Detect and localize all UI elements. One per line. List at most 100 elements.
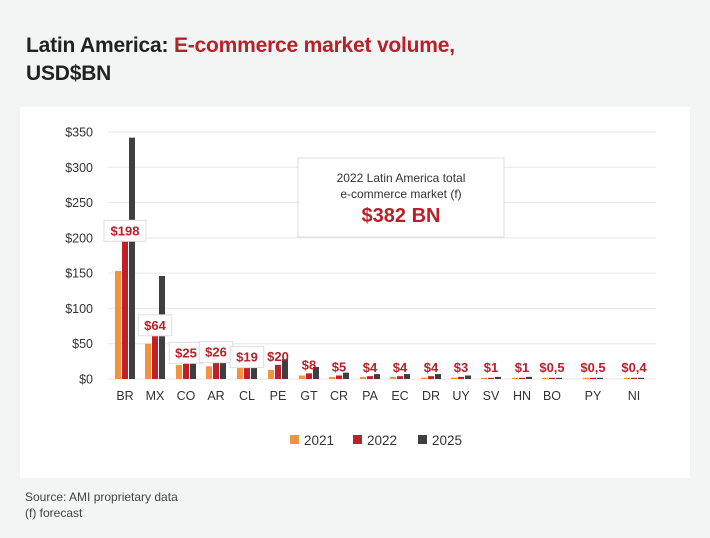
- bar-bo-2022: [549, 377, 555, 379]
- bar-uy-2021: [451, 377, 457, 379]
- legend-swatch-2021: [290, 435, 299, 444]
- bar-bo-2021: [542, 377, 548, 379]
- bar-dr-2021: [421, 377, 427, 379]
- bar-mx-2021: [145, 343, 151, 379]
- x-tick-label: CR: [330, 389, 348, 403]
- data-label: $3: [454, 360, 468, 375]
- title-prefix: Latin America:: [26, 34, 174, 57]
- callout-box: [297, 157, 505, 238]
- legend: 2021 2022 2025: [290, 433, 462, 448]
- chart-title: Latin America: E-commerce market volume,…: [26, 32, 455, 88]
- y-axis: $0 $50 $100 $150 $200 $250 $300 $350: [65, 126, 93, 387]
- bar-gt-2022: [306, 373, 312, 379]
- bar-uy-2022: [458, 376, 464, 379]
- data-label: $8: [302, 357, 316, 372]
- bar-ar-2021: [206, 366, 212, 379]
- x-tick-label: GT: [300, 389, 318, 403]
- data-label: $4: [363, 360, 378, 375]
- callout-value: $382 BN: [362, 205, 441, 227]
- y-tick-label: $250: [65, 196, 93, 210]
- data-label: $4: [424, 360, 439, 375]
- x-tick-label: BR: [116, 389, 133, 403]
- bar-pe-2022: [275, 364, 281, 379]
- bar-dr-2025: [435, 374, 441, 379]
- bar-pe-2025: [282, 359, 288, 379]
- total-callout: 2022 Latin America total e-commerce mark…: [297, 157, 505, 238]
- bar-pa-2021: [360, 376, 366, 379]
- bar-sv-2025: [495, 376, 501, 379]
- bar-hn-2021: [512, 377, 518, 379]
- data-label: $5: [332, 359, 346, 374]
- x-tick-label: SV: [483, 389, 500, 403]
- x-tick-label: CL: [239, 389, 255, 403]
- data-label: $20: [267, 349, 289, 364]
- bar-pe-2021: [268, 369, 274, 379]
- source-text: Source: AMI proprietary data: [25, 490, 178, 504]
- x-axis: BR MX CO AR CL PE GT CR PA EC DR UY SV HN BO PY NI: [116, 389, 640, 403]
- x-tick-label: CO: [177, 389, 196, 403]
- bar-hn-2022: [519, 377, 525, 379]
- data-label: $0,5: [539, 360, 564, 375]
- bar-ec-2021: [390, 376, 396, 379]
- bar-hn-2025: [526, 376, 532, 379]
- bar-bo-2025: [556, 377, 562, 379]
- data-labels: $198 $64 $25 $26 $19 $20 $8 $5 $4 $4 $4 $3 $1 $1 $0,5 $…: [103, 219, 647, 375]
- bar-br-2021: [115, 271, 121, 379]
- title-line2: USD$BN: [26, 62, 112, 85]
- legend-label-2022: 2022: [367, 433, 397, 448]
- x-tick-label: NI: [628, 389, 641, 403]
- bar-cr-2022: [336, 375, 342, 379]
- legend-label-2025: 2025: [432, 433, 462, 448]
- data-label: $0,5: [580, 360, 605, 375]
- x-tick-label: AR: [207, 389, 224, 403]
- bar-ni-2025: [638, 377, 644, 379]
- data-label-box: [137, 314, 173, 337]
- bar-gt-2025: [313, 367, 319, 379]
- data-label: $198: [111, 223, 140, 238]
- x-tick-label: HN: [513, 389, 531, 403]
- y-tick-label: $50: [72, 337, 93, 351]
- x-tick-label: MX: [146, 389, 165, 403]
- y-tick-label: $150: [65, 267, 93, 281]
- x-tick-label: PA: [362, 389, 378, 403]
- bar-br-2025: [129, 137, 135, 379]
- bar-pa-2022: [367, 376, 373, 379]
- bar-co-2022: [183, 361, 189, 379]
- callout-line2: e-commerce market (f): [340, 187, 461, 201]
- bar-sv-2021: [481, 377, 487, 379]
- y-tick-label: $0: [79, 373, 93, 387]
- data-label: $1: [515, 360, 529, 375]
- bar-dr-2022: [428, 376, 434, 379]
- callout-line1: 2022 Latin America total: [337, 171, 466, 185]
- bar-sv-2022: [488, 377, 494, 379]
- bar-ni-2022: [631, 377, 637, 379]
- data-label: $64: [144, 318, 166, 333]
- data-label-box: [229, 346, 265, 369]
- bar-py-2025: [597, 377, 603, 379]
- x-tick-label: PY: [585, 389, 602, 403]
- bar-gt-2021: [299, 375, 305, 379]
- bar-cr-2021: [329, 376, 335, 379]
- data-label: $1: [484, 360, 498, 375]
- y-tick-label: $350: [65, 126, 93, 140]
- y-tick-label: $300: [65, 161, 93, 175]
- y-tick-label: $200: [65, 231, 93, 245]
- bar-ec-2022: [397, 376, 403, 379]
- bar-py-2022: [590, 377, 596, 379]
- data-label: $4: [393, 360, 408, 375]
- y-tick-label: $100: [65, 302, 93, 316]
- bar-cr-2025: [343, 372, 349, 379]
- data-label: $0,4: [621, 360, 647, 375]
- x-tick-label: BO: [543, 389, 561, 403]
- bar-pa-2025: [374, 374, 380, 379]
- bar-br-2022: [122, 239, 128, 379]
- bar-cl-2021: [237, 367, 243, 379]
- bar-py-2021: [583, 377, 589, 379]
- x-tick-label: EC: [391, 389, 408, 403]
- bar-uy-2025: [465, 375, 471, 379]
- title-accent: E-commerce market volume,: [173, 34, 455, 57]
- forecast-note: (f) forecast: [25, 506, 83, 520]
- legend-swatch-2022: [353, 435, 362, 444]
- bar-ec-2025: [404, 374, 410, 379]
